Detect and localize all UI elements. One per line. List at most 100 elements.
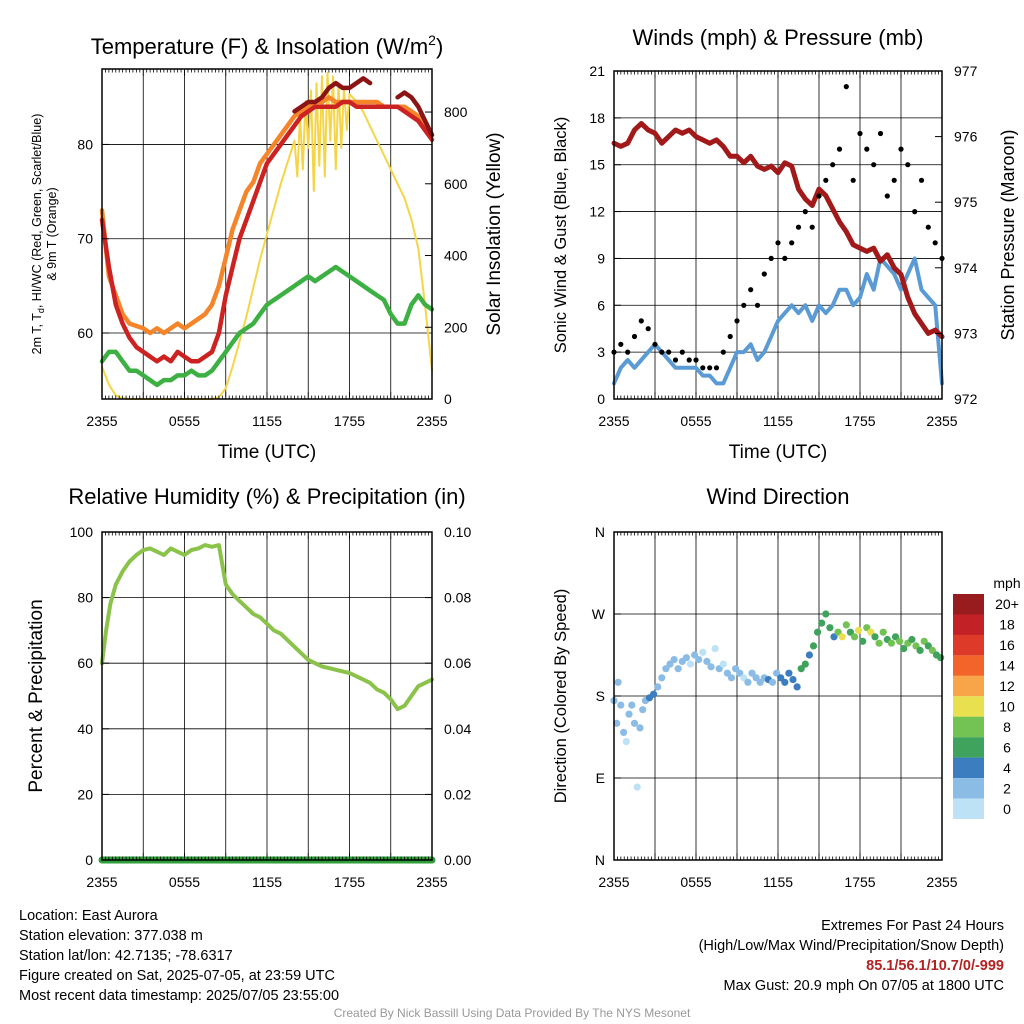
direction-point bbox=[814, 628, 822, 636]
gust-point bbox=[700, 365, 706, 371]
colorbar-swatch bbox=[953, 655, 984, 676]
y-tick-label: 0 bbox=[85, 852, 93, 868]
x-tick-label: 1755 bbox=[844, 874, 875, 890]
x-tick-label: 0555 bbox=[680, 413, 711, 429]
y-tick-label: 3 bbox=[597, 344, 605, 360]
wind-direction-ticks: 2355 0555 1155 1755 2355 N E S W N bbox=[592, 524, 958, 890]
gust-point bbox=[748, 287, 754, 293]
temperature-series-line bbox=[292, 76, 373, 114]
gust-point bbox=[618, 341, 624, 347]
gust-point bbox=[659, 349, 665, 355]
x-tick-label: 2355 bbox=[86, 413, 117, 429]
gust-point bbox=[741, 302, 747, 308]
gust-point bbox=[932, 240, 938, 246]
direction-point bbox=[908, 635, 916, 644]
direction-point bbox=[789, 676, 797, 684]
colorbar-label: 0 bbox=[1003, 801, 1011, 817]
direction-point bbox=[879, 628, 887, 636]
gust-point bbox=[638, 318, 644, 324]
direction-point bbox=[674, 665, 682, 673]
y-tick-label: E bbox=[596, 770, 605, 786]
y2-tick-label: 0.04 bbox=[444, 721, 471, 737]
recent-data-text: Most recent data timestamp: 2025/07/05 2… bbox=[19, 988, 340, 1004]
direction-point bbox=[830, 633, 838, 641]
y-tick-label: 20 bbox=[77, 786, 93, 802]
colorbar-swatch bbox=[953, 696, 984, 717]
humidity-grid bbox=[101, 531, 433, 861]
direction-point bbox=[727, 674, 736, 682]
direction-point bbox=[871, 633, 879, 641]
direction-point bbox=[614, 678, 622, 686]
speed-colorbar: mph 20+ 18 16 14 12 10 8 6 4 2 0 bbox=[953, 575, 1021, 819]
temperature-ylabel-line1: 2m T, Td, HI/WC (Red, Green, Scarlet/Blu… bbox=[30, 114, 46, 355]
y-tick-label: 70 bbox=[77, 231, 93, 247]
y-tick-label: 60 bbox=[77, 655, 93, 671]
direction-point bbox=[826, 624, 834, 632]
max-gust-text: Max Gust: 20.9 mph On 07/05 at 1800 UTC bbox=[723, 978, 1004, 994]
extremes-subtitle: (High/Low/Max Wind/Precipitation/Snow De… bbox=[698, 938, 1004, 954]
x-tick-label: 0555 bbox=[169, 413, 200, 429]
colorbar-swatch bbox=[953, 798, 984, 819]
gust-point bbox=[830, 162, 836, 168]
direction-point bbox=[639, 706, 647, 714]
colorbar-label: 20+ bbox=[995, 596, 1019, 612]
gust-point bbox=[912, 209, 918, 215]
y-tick-label: 21 bbox=[589, 63, 605, 79]
colorbar-title: mph bbox=[993, 575, 1020, 591]
wind-speed-line bbox=[612, 256, 944, 386]
gust-point bbox=[884, 193, 890, 199]
x-tick-label: 1155 bbox=[763, 874, 793, 890]
direction-point bbox=[781, 678, 789, 686]
y2-tick-label: 0.02 bbox=[444, 786, 471, 802]
gust-point bbox=[891, 177, 897, 183]
direction-point bbox=[768, 678, 777, 686]
gust-point bbox=[795, 224, 802, 230]
colorbar-label: 16 bbox=[999, 637, 1015, 653]
gust-point bbox=[877, 130, 884, 137]
direction-point bbox=[620, 728, 628, 737]
gust-point bbox=[925, 224, 931, 230]
colorbar-label: 4 bbox=[1003, 760, 1011, 776]
direction-point bbox=[850, 633, 859, 641]
gust-point bbox=[672, 357, 679, 363]
direction-point bbox=[633, 783, 641, 791]
y2-tick-label: 974 bbox=[954, 260, 978, 276]
station-info: Location: East Aurora Station elevation:… bbox=[19, 906, 339, 1006]
direction-point bbox=[744, 678, 752, 686]
wind-direction-chart-title: Wind Direction bbox=[706, 484, 849, 509]
y2-tick-label: 972 bbox=[954, 391, 978, 407]
gust-point bbox=[789, 240, 795, 246]
direction-point bbox=[622, 738, 630, 746]
direction-point bbox=[838, 633, 846, 641]
wind-direction-ylabel: Direction (Colored By Speed) bbox=[552, 589, 570, 804]
gust-point bbox=[802, 209, 808, 215]
direction-point bbox=[822, 610, 830, 618]
humidity-ylabel: Percent & Precipitation bbox=[26, 599, 47, 792]
colorbar-swatch bbox=[953, 716, 984, 738]
colorbar-label: 2 bbox=[1003, 780, 1011, 796]
temperature-series-line bbox=[99, 95, 435, 336]
x-tick-label: 2355 bbox=[86, 874, 117, 890]
gust-point bbox=[666, 349, 672, 355]
extremes-values: 85.1/56.1/10.7/0/-999 bbox=[866, 958, 1004, 974]
temperature-chart-title: Temperature (F) & Insolation (W/m2) bbox=[91, 32, 444, 59]
y-tick-label: W bbox=[592, 606, 606, 622]
direction-point bbox=[801, 660, 809, 668]
y-tick-label: 60 bbox=[77, 325, 93, 341]
extremes-info: Extremes For Past 24 Hours (High/Low/Max… bbox=[699, 916, 1004, 996]
gust-point bbox=[707, 365, 713, 371]
temperature-xlabel: Time (UTC) bbox=[218, 442, 317, 463]
gust-point bbox=[720, 349, 726, 355]
colorbar-label: 8 bbox=[1003, 719, 1011, 735]
colorbar-swatch bbox=[953, 737, 984, 758]
gust-point bbox=[768, 255, 774, 261]
y-tick-label: 80 bbox=[77, 590, 93, 606]
temperature-ylabel-line2: & 9m T (Orange) bbox=[45, 187, 59, 280]
wind-direction-series bbox=[610, 610, 945, 791]
direction-point bbox=[809, 642, 818, 650]
colorbar-swatch bbox=[953, 614, 984, 635]
x-tick-label: 1155 bbox=[252, 413, 282, 429]
location-text: Location: East Aurora bbox=[19, 908, 158, 924]
y2-tick-label: 0 bbox=[444, 391, 452, 407]
direction-point bbox=[654, 683, 662, 691]
